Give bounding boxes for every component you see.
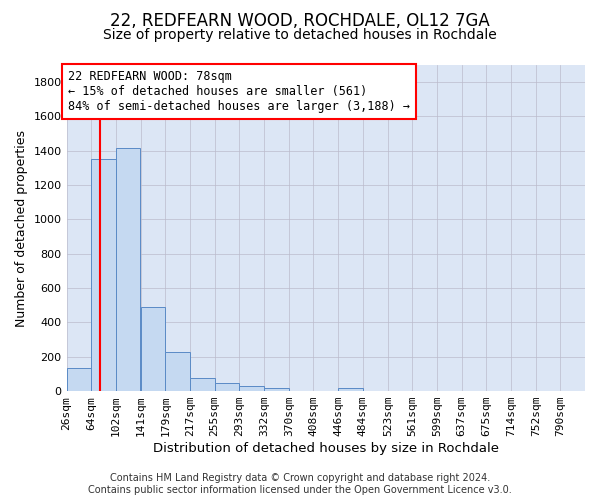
Bar — [141, 307, 166, 391]
Bar — [166, 352, 190, 391]
Bar — [190, 378, 215, 391]
Text: 22, REDFEARN WOOD, ROCHDALE, OL12 7GA: 22, REDFEARN WOOD, ROCHDALE, OL12 7GA — [110, 12, 490, 30]
X-axis label: Distribution of detached houses by size in Rochdale: Distribution of detached houses by size … — [153, 442, 499, 455]
Bar — [338, 388, 362, 391]
Bar — [265, 388, 289, 391]
Bar — [67, 368, 91, 391]
Bar — [239, 386, 264, 391]
Y-axis label: Number of detached properties: Number of detached properties — [15, 130, 28, 326]
Text: Contains HM Land Registry data © Crown copyright and database right 2024.
Contai: Contains HM Land Registry data © Crown c… — [88, 474, 512, 495]
Bar — [91, 158, 116, 391]
Text: Size of property relative to detached houses in Rochdale: Size of property relative to detached ho… — [103, 28, 497, 42]
Bar — [116, 148, 140, 391]
Bar — [215, 384, 239, 391]
Text: 22 REDFEARN WOOD: 78sqm
← 15% of detached houses are smaller (561)
84% of semi-d: 22 REDFEARN WOOD: 78sqm ← 15% of detache… — [68, 70, 410, 113]
